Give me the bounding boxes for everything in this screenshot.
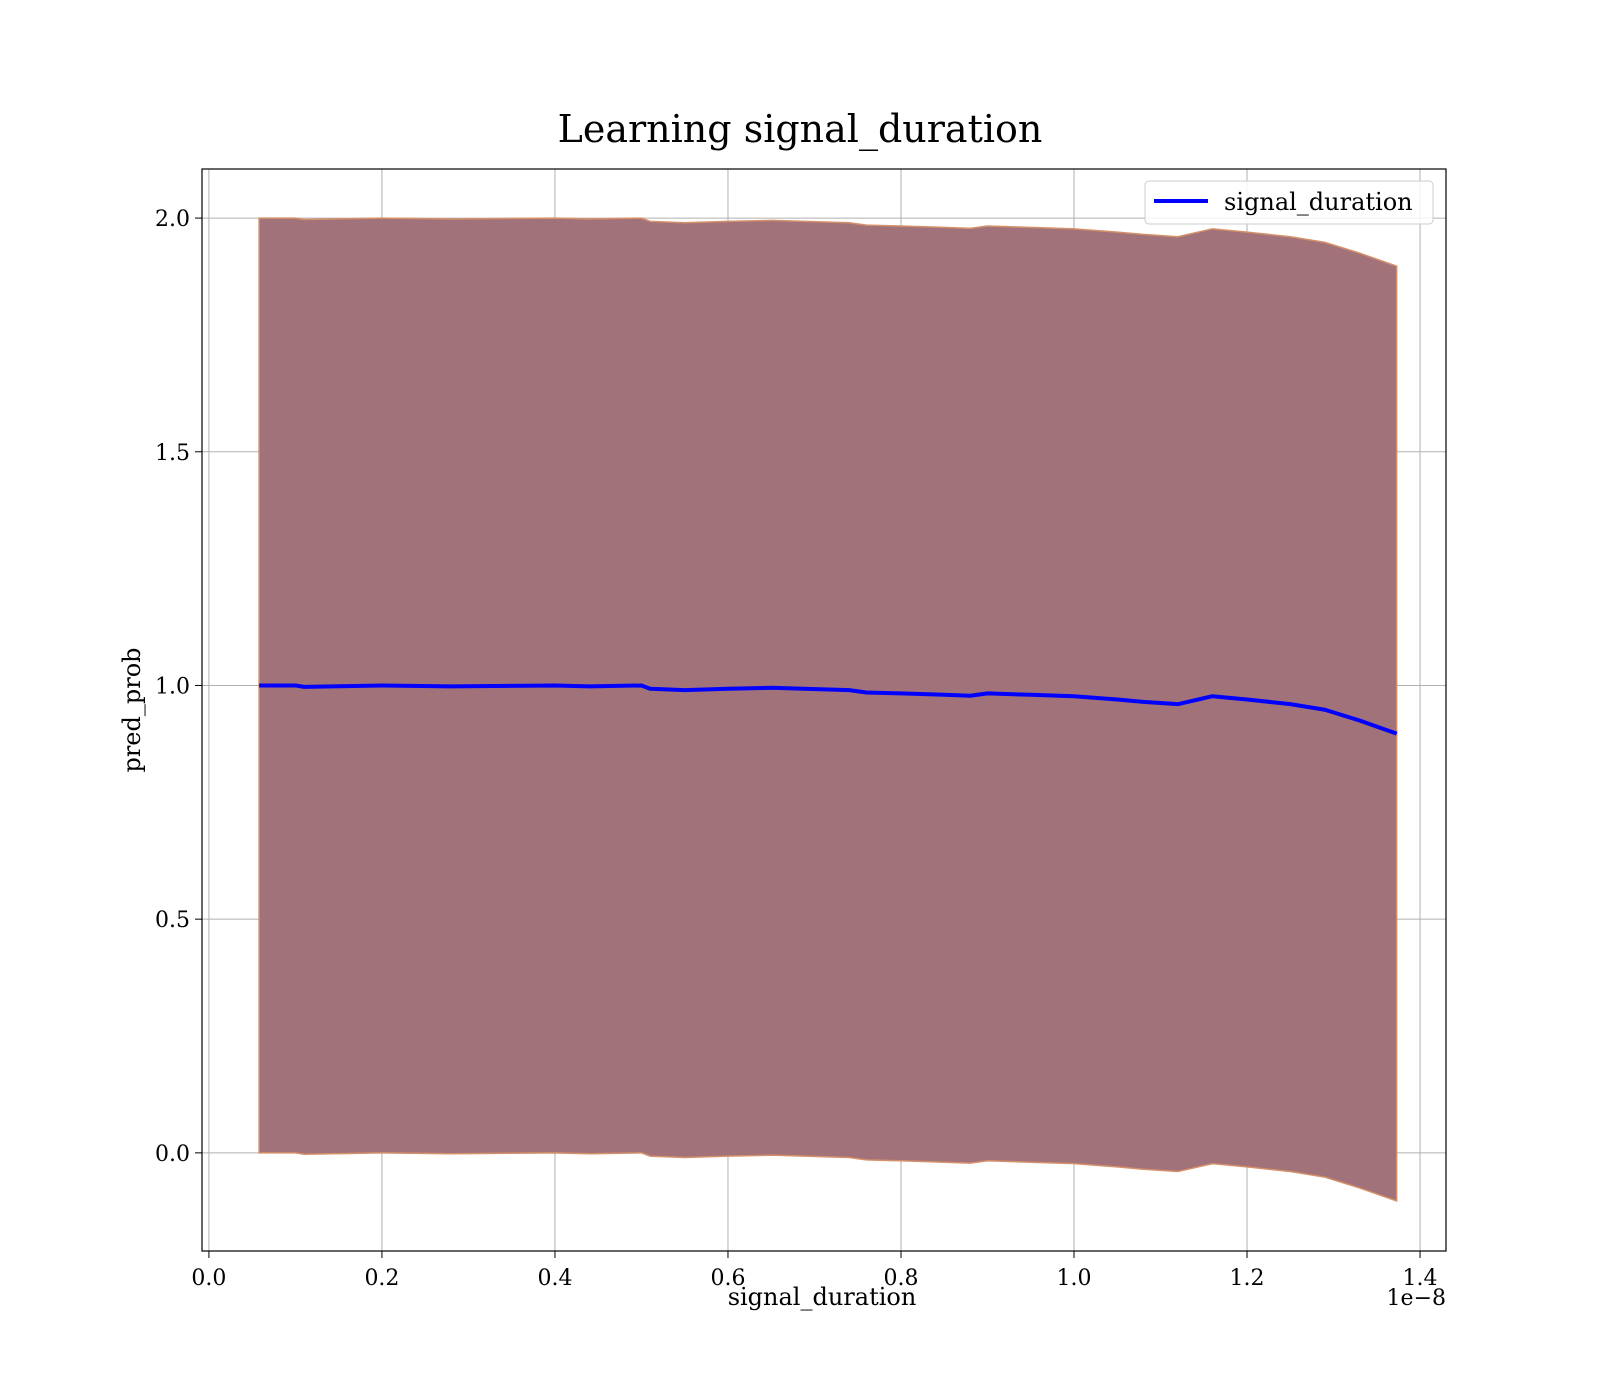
x-tick-label: 0.2 xyxy=(364,1266,399,1291)
x-axis-label: signal_duration xyxy=(728,1283,917,1311)
confidence-band xyxy=(258,217,1398,1203)
legend-box xyxy=(1144,180,1434,225)
y-tick-label: 0.5 xyxy=(155,908,190,933)
y-tick-label: 1.0 xyxy=(155,674,190,699)
x-tick-label: 0.6 xyxy=(710,1266,745,1291)
y-axis-ticks: 0.0 0.5 1.0 1.5 2.0 xyxy=(155,207,202,1167)
chart-title: Learning signal_duration xyxy=(558,107,1043,152)
plot-area-frame xyxy=(201,168,1447,1252)
x-axis-ticks: 0.0 0.2 0.4 0.6 0.8 1.0 1.2 1.4 xyxy=(191,1251,1438,1291)
x-tick-label: 0.0 xyxy=(191,1266,226,1291)
x-tick-label: 1.4 xyxy=(1403,1266,1438,1291)
x-tick-label: 1.2 xyxy=(1230,1266,1265,1291)
legend: signal_duration xyxy=(1144,180,1434,225)
y-tick-label: 0.0 xyxy=(155,1142,190,1167)
series-line xyxy=(259,683,1398,736)
y-tick-label: 2.0 xyxy=(155,207,190,232)
legend-label-signal-duration: signal_duration xyxy=(1224,188,1413,216)
x-axis-offset-label: 1e−8 xyxy=(1387,1286,1446,1311)
band-area xyxy=(258,217,1398,1203)
x-tick-label: 1.0 xyxy=(1057,1266,1092,1291)
series-lines xyxy=(259,683,1398,736)
y-tick-label: 1.5 xyxy=(155,441,190,466)
y-axis-label: pred_prob xyxy=(118,647,146,772)
x-tick-label: 0.8 xyxy=(883,1266,918,1291)
x-tick-label: 0.4 xyxy=(537,1266,572,1291)
